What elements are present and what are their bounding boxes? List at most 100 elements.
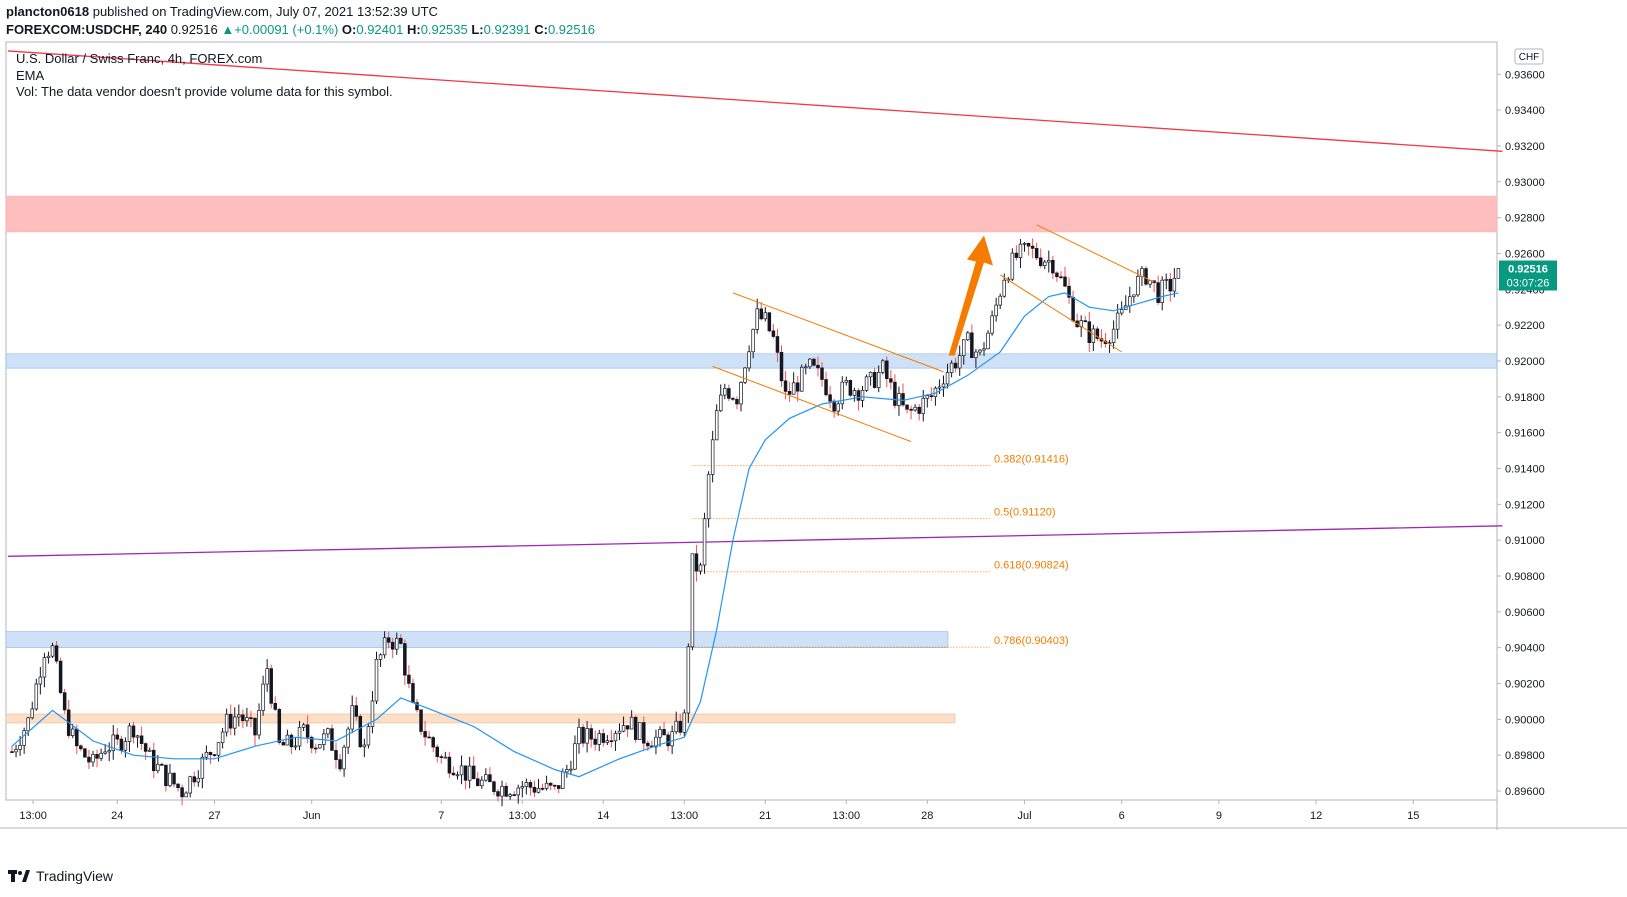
candle-body (662, 729, 666, 736)
candle (30, 701, 35, 720)
time-axis[interactable]: 13:00 24 27 Jun 7 13:00 14 13:00 21 13:00 28 Jul 6 9 1… (19, 800, 1419, 822)
candle-body (706, 473, 711, 520)
candle-body (646, 742, 650, 747)
candle (945, 363, 950, 389)
candle (123, 737, 128, 758)
candle-body (127, 725, 132, 742)
candle (706, 471, 711, 528)
candle-body (852, 390, 857, 396)
candle (787, 381, 792, 403)
candle (982, 342, 986, 356)
candle (152, 742, 156, 779)
candle (941, 375, 946, 397)
candle-body (617, 730, 622, 734)
candle-body (399, 637, 403, 644)
candle (139, 726, 144, 750)
candle (419, 709, 423, 736)
footer-brand[interactable]: TradingView (8, 868, 113, 884)
candle (808, 358, 812, 370)
candle-body (83, 748, 87, 758)
candle (1026, 242, 1031, 256)
candle-body (913, 406, 917, 411)
candle-body (978, 349, 982, 353)
candle-body (694, 553, 699, 572)
candle-body (605, 740, 610, 743)
candle-body (751, 329, 755, 353)
candle-body (471, 765, 476, 780)
publish-info: published on TradingView.com, July 07, 2… (92, 4, 438, 19)
candle (617, 723, 622, 741)
candle-body (532, 786, 537, 793)
candle (970, 324, 974, 359)
candle (1111, 320, 1116, 349)
price-tick-label: 0.91400 (1505, 463, 1545, 475)
candle (1176, 268, 1181, 279)
candle (893, 374, 897, 409)
candle-body (820, 367, 824, 380)
candle (589, 724, 593, 748)
legend-volume[interactable]: Vol: The data vendor doesn't provide vol… (16, 84, 393, 99)
candle-body (961, 339, 966, 356)
tradingview-logo-icon (8, 870, 30, 882)
zone-support-high (5, 353, 1498, 369)
time-tick-label: 28 (921, 810, 933, 822)
zones-layer (5, 195, 1498, 724)
candle (1144, 266, 1148, 286)
candle-body (107, 750, 111, 753)
candle (577, 718, 581, 754)
candle (613, 730, 618, 751)
candle (354, 697, 359, 721)
candle (285, 729, 290, 746)
time-tick-label: 13:00 (833, 810, 861, 822)
legend-ema[interactable]: EMA (16, 68, 45, 83)
candle (876, 365, 881, 393)
candle (698, 562, 703, 575)
candle-body (1128, 296, 1132, 307)
candle-body (824, 379, 828, 396)
candle (382, 631, 387, 659)
candle-body (403, 643, 407, 676)
legend-title[interactable]: U.S. Dollar / Swiss Franc, 4h, FOREX.com (16, 51, 263, 66)
channel-line-2 (1036, 224, 1155, 283)
candle-body (905, 404, 909, 410)
candle-body (1115, 312, 1120, 330)
candle (1103, 332, 1108, 348)
candle (917, 404, 921, 421)
candle-body (642, 722, 646, 744)
candle-body (253, 717, 257, 736)
candle (565, 764, 569, 778)
candle-body (427, 736, 431, 739)
candle (447, 751, 452, 779)
candle (1067, 277, 1071, 304)
candle (415, 698, 419, 713)
fib-label: 0.618(0.90824) (994, 560, 1069, 572)
candle (686, 643, 691, 723)
candle (949, 360, 954, 378)
candle (1156, 275, 1160, 305)
candle-body (382, 637, 387, 656)
fib-label: 0.382(0.91416) (994, 454, 1069, 466)
candle (1063, 266, 1067, 288)
currency-label: CHF (1519, 52, 1540, 63)
publisher-name[interactable]: plancton0618 (6, 4, 90, 19)
candle-body (180, 787, 184, 798)
candle (994, 297, 998, 322)
candle-body (1051, 259, 1055, 274)
candle-body (816, 364, 820, 369)
candle-body (787, 391, 792, 395)
candle (880, 359, 885, 375)
candle-body (212, 754, 217, 756)
candle (1091, 324, 1096, 352)
price-axis[interactable]: 0.93600 0.93400 0.93200 0.93000 0.92800 0.926… (1497, 48, 1557, 798)
candle (763, 307, 768, 322)
symbol-label[interactable]: FOREXCOM:USDCHF, 240 (6, 22, 168, 37)
candle (127, 723, 132, 752)
candle (297, 720, 302, 751)
candle-body (1018, 243, 1023, 258)
candle (362, 738, 367, 758)
candle-body (237, 714, 241, 718)
candle-body (565, 769, 569, 773)
candle-body (941, 383, 946, 388)
candle-body (103, 751, 107, 754)
